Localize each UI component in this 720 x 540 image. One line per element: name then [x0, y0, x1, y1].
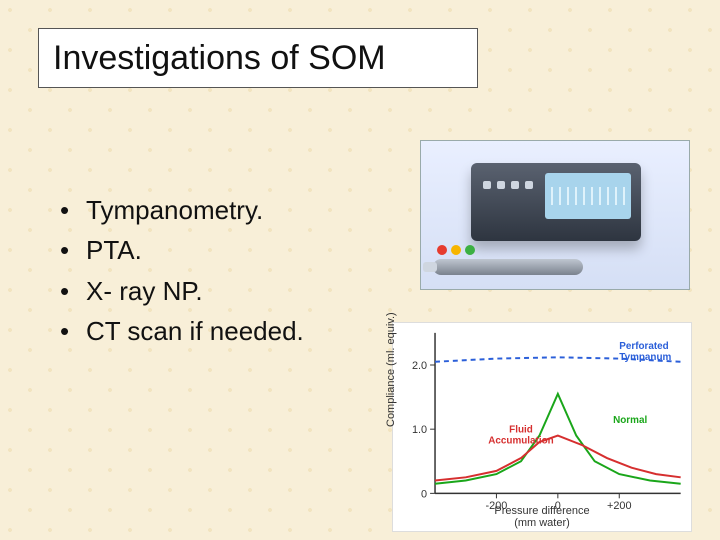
- svg-text:2.0: 2.0: [412, 360, 427, 372]
- probe-handle: [433, 259, 583, 275]
- svg-text:Perforated: Perforated: [619, 341, 668, 352]
- bullet-text: PTA.: [86, 230, 142, 270]
- slide-title: Investigations of SOM: [53, 39, 386, 78]
- svg-text:Fluid: Fluid: [509, 424, 533, 435]
- svg-text:1.0: 1.0: [412, 424, 427, 436]
- list-item: •Tympanometry.: [60, 190, 304, 230]
- ear-tip: [451, 245, 461, 255]
- list-item: •X- ray NP.: [60, 271, 304, 311]
- list-item: •PTA.: [60, 230, 304, 270]
- slide-title-box: Investigations of SOM: [38, 28, 478, 88]
- x-axis-label-line2: (mm water): [514, 517, 570, 529]
- svg-text:Accumulation: Accumulation: [488, 435, 553, 446]
- y-axis-label: Compliance (ml. equiv.): [385, 312, 397, 427]
- svg-text:0: 0: [421, 488, 427, 500]
- device-body: [471, 163, 641, 241]
- tympanogram-chart: Compliance (ml. equiv.) 01.02.0-2000+200…: [392, 322, 692, 532]
- chart-svg: 01.02.0-2000+200NormalFluidAccumulationP…: [393, 323, 691, 531]
- bullet-list: •Tympanometry. •PTA. •X- ray NP. •CT sca…: [60, 190, 304, 351]
- svg-text:Tympanum: Tympanum: [619, 352, 671, 363]
- tympanometer-image: [420, 140, 690, 290]
- x-axis-label-line1: Pressure difference: [494, 505, 589, 517]
- bullet-text: Tympanometry.: [86, 190, 263, 230]
- bullet-text: X- ray NP.: [86, 271, 203, 311]
- svg-text:Normal: Normal: [613, 415, 647, 426]
- list-item: •CT scan if needed.: [60, 311, 304, 351]
- device-screen: [545, 173, 631, 219]
- ear-tips: [437, 245, 475, 255]
- bullet-text: CT scan if needed.: [86, 311, 304, 351]
- device-buttons: [483, 181, 533, 189]
- ear-tip: [437, 245, 447, 255]
- x-axis-label: Pressure difference (mm water): [393, 505, 691, 529]
- ear-tip: [465, 245, 475, 255]
